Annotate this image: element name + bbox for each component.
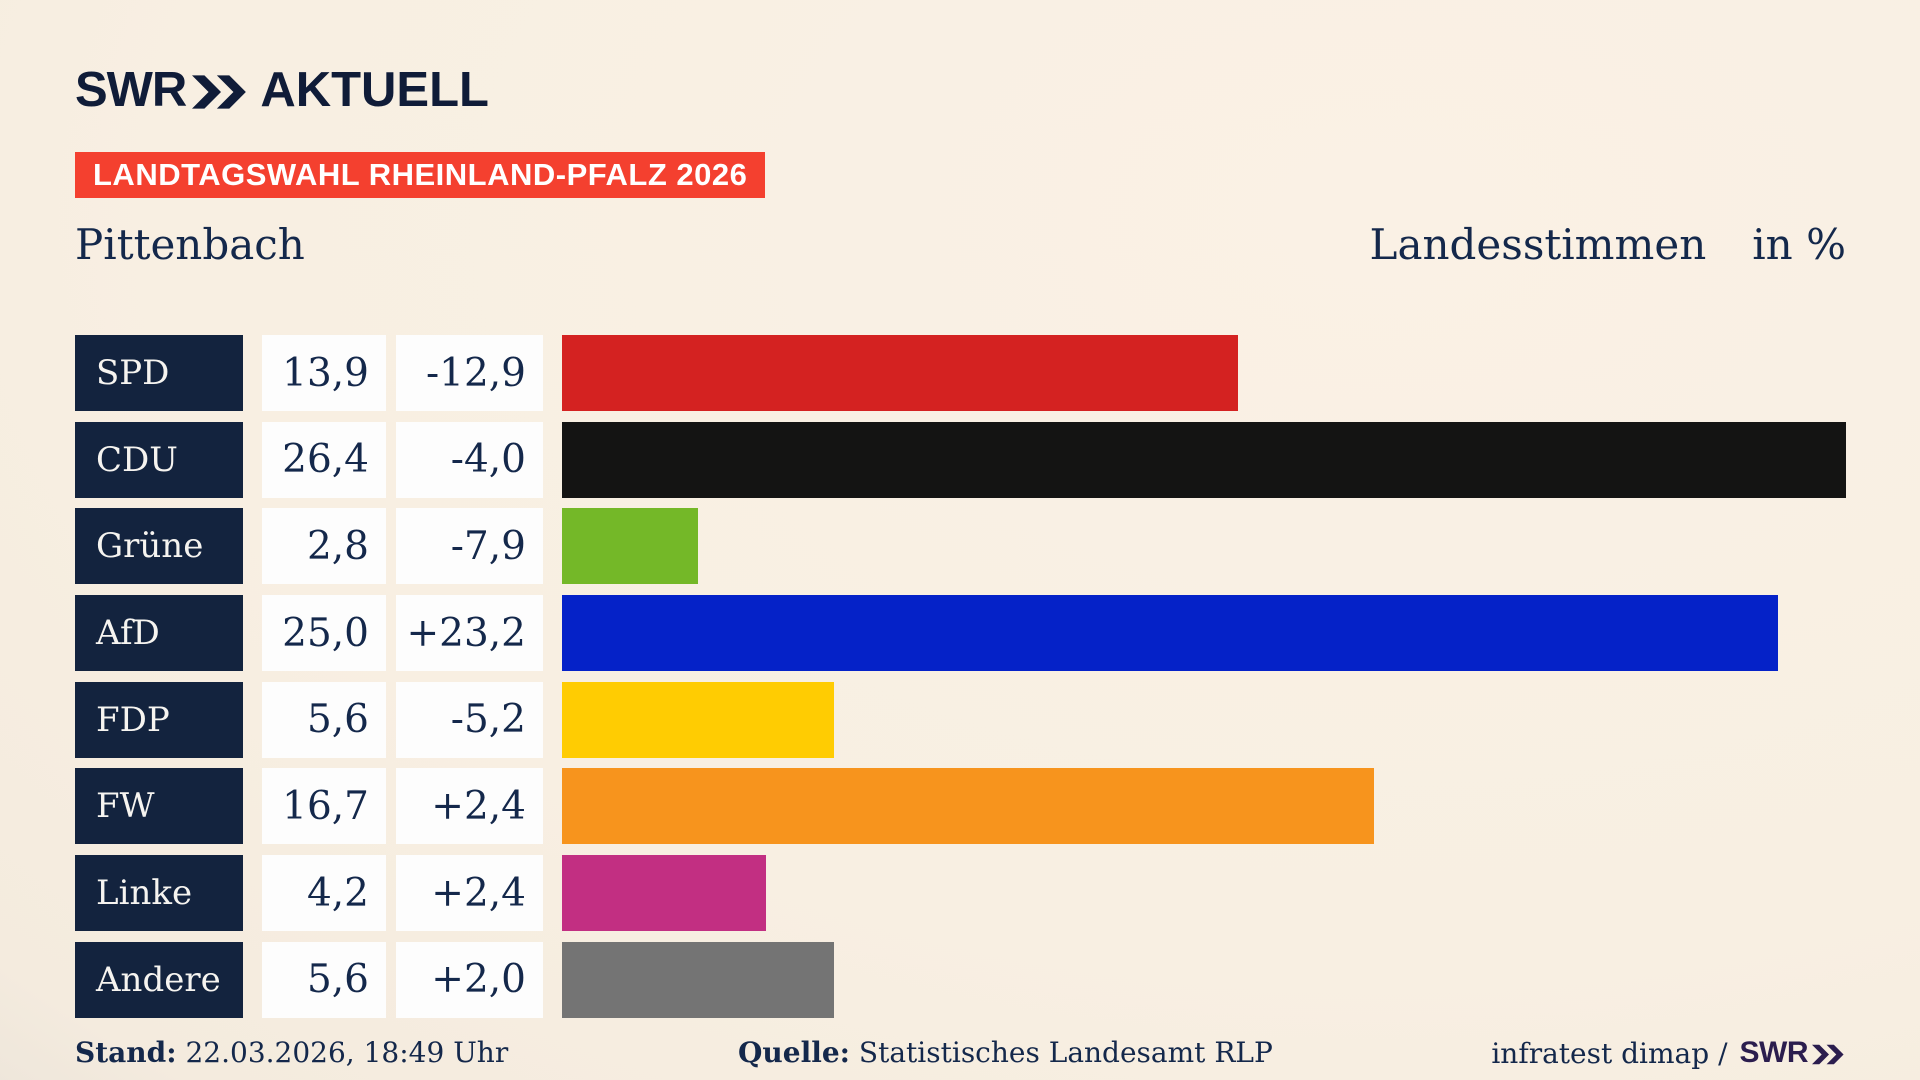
bar-track <box>562 941 1846 1018</box>
result-bar <box>562 681 835 758</box>
result-value: 4,2 <box>262 855 386 932</box>
change-value: -7,9 <box>396 508 543 585</box>
result-value: 5,6 <box>262 681 386 758</box>
change-value: +2,0 <box>396 941 543 1018</box>
change-value: -4,0 <box>396 421 543 498</box>
result-value: 16,7 <box>262 768 386 845</box>
party-label: SPD <box>75 335 243 411</box>
result-value: 2,8 <box>262 508 386 585</box>
bar-track <box>562 595 1846 672</box>
bar-track <box>562 768 1846 845</box>
region-title: Pittenbach <box>75 220 305 269</box>
title-row: Pittenbach Landesstimmen in % <box>75 220 1846 269</box>
chart-row: Linke 4,2 +2,4 <box>75 855 1846 932</box>
change-value: -5,2 <box>396 681 543 758</box>
change-value: +23,2 <box>396 595 543 672</box>
result-value: 25,0 <box>262 595 386 672</box>
stand-value: 22.03.2026, 18:49 Uhr <box>185 1036 509 1069</box>
party-label: Linke <box>75 855 243 932</box>
aktuell-logo-text: AKTUELL <box>260 63 489 117</box>
source-label: Quelle: <box>738 1036 850 1069</box>
bar-track <box>562 855 1846 932</box>
result-value: 26,4 <box>262 421 386 498</box>
party-label: CDU <box>75 421 243 498</box>
chart-row: Grüne 2,8 -7,9 <box>75 508 1846 585</box>
swr-logo-text: SWR <box>75 63 187 117</box>
measure-label: Landesstimmen <box>1369 220 1707 269</box>
result-bar <box>562 335 1239 411</box>
result-bar <box>562 855 767 932</box>
party-label: Grüne <box>75 508 243 585</box>
result-bar <box>562 768 1375 845</box>
change-value: +2,4 <box>396 855 543 932</box>
result-bar <box>562 508 699 585</box>
result-bar <box>562 595 1778 672</box>
unit-label: in % <box>1752 220 1846 269</box>
bar-track <box>562 335 1846 411</box>
swr-footer-logo-text: SWR <box>1739 1036 1809 1069</box>
source-value: Statistisches Landesamt RLP <box>858 1036 1273 1069</box>
result-value: 13,9 <box>262 335 386 411</box>
bar-track <box>562 508 1846 585</box>
result-bar <box>562 421 1846 498</box>
footer: Stand: 22.03.2026, 18:49 Uhr Quelle: Sta… <box>0 1036 1920 1072</box>
bar-track <box>562 681 1846 758</box>
swr-double-chevron-icon <box>192 75 250 109</box>
party-label: Andere <box>75 941 243 1018</box>
bar-track <box>562 421 1846 498</box>
stand-label: Stand: <box>75 1036 177 1069</box>
swr-footer-chevron-icon <box>1812 1044 1846 1065</box>
chart-row: Andere 5,6 +2,0 <box>75 941 1846 1018</box>
measure-title: Landesstimmen in % <box>1370 220 1846 269</box>
swr-aktuell-logo: SWR AKTUELL <box>75 62 489 118</box>
chart-row: AfD 25,0 +23,2 <box>75 595 1846 672</box>
credit-note: infratest dimap / SWR <box>1491 1036 1846 1070</box>
change-value: +2,4 <box>396 768 543 845</box>
party-label: FW <box>75 768 243 845</box>
chart-row: FDP 5,6 -5,2 <box>75 681 1846 758</box>
results-bar-chart: SPD 13,9 -12,9 CDU 26,4 -4,0 Grüne 2,8 -7,9 AfD 25… <box>75 335 1846 1018</box>
party-label: FDP <box>75 681 243 758</box>
party-label: AfD <box>75 595 243 672</box>
change-value: -12,9 <box>396 335 543 411</box>
chart-row: CDU 26,4 -4,0 <box>75 421 1846 498</box>
result-bar <box>562 941 835 1018</box>
election-badge: LANDTAGSWAHL RHEINLAND-PFALZ 2026 <box>75 152 766 198</box>
credit-text: infratest dimap / <box>1491 1036 1728 1070</box>
stand-timestamp: Stand: 22.03.2026, 18:49 Uhr <box>75 1036 508 1069</box>
source-note: Quelle: Statistisches Landesamt RLP <box>738 1036 1273 1069</box>
result-value: 5,6 <box>262 941 386 1018</box>
chart-row: SPD 13,9 -12,9 <box>75 335 1846 411</box>
chart-row: FW 16,7 +2,4 <box>75 768 1846 845</box>
